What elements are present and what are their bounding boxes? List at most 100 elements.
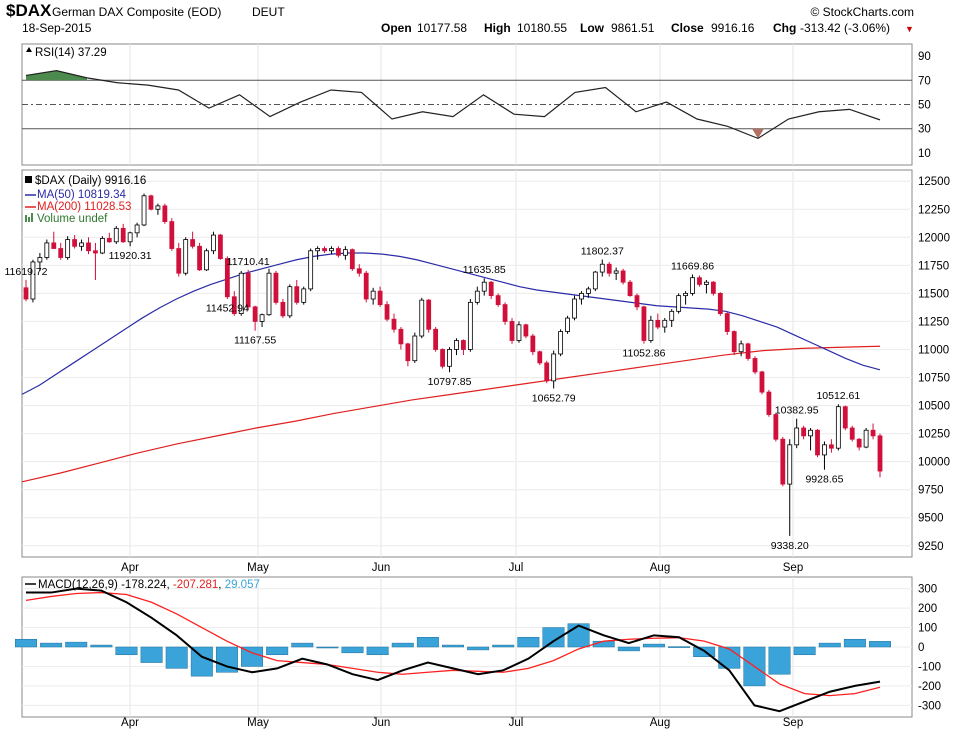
candle <box>599 259 605 277</box>
open-value: 10177.58 <box>417 21 467 35</box>
rsi-legend-text: RSI(14) 37.29 <box>35 47 107 59</box>
price-annotation: 10512.61 <box>816 390 860 402</box>
candle <box>488 281 494 299</box>
candle <box>79 239 84 251</box>
source-credit[interactable]: © StockCharts.com <box>810 5 914 19</box>
candle <box>405 342 411 367</box>
candle <box>474 286 480 305</box>
candle <box>162 203 168 224</box>
candle <box>440 348 445 369</box>
candle <box>419 297 425 339</box>
candle <box>495 293 501 307</box>
candle <box>627 279 633 297</box>
candle <box>766 389 772 417</box>
histogram-bar <box>793 646 816 656</box>
histogram-bar <box>215 646 238 673</box>
histogram-bar <box>15 638 37 648</box>
histogram-legend-value: 29.057 <box>225 579 260 591</box>
candle <box>336 246 341 258</box>
candle <box>870 423 876 440</box>
exchange-label: DEUT <box>252 5 285 19</box>
candle <box>391 313 397 333</box>
histogram-bar <box>366 646 389 656</box>
candle <box>634 293 640 311</box>
candle <box>99 236 105 255</box>
histogram-bar <box>90 644 113 648</box>
candle-icon <box>25 176 32 183</box>
candle <box>106 232 112 243</box>
candle <box>245 269 251 311</box>
candle <box>662 318 668 333</box>
price-annotation: 11920.31 <box>109 250 152 262</box>
macd-legend-text: MACD(12,26,9) -178.224, -207.281, 29.057 <box>38 579 260 591</box>
histogram-bar <box>266 646 289 656</box>
candle <box>287 284 293 319</box>
candle <box>183 237 189 276</box>
macd-tick-label: 300 <box>918 584 937 596</box>
candle <box>23 279 29 302</box>
price-tick-label: 11750 <box>918 260 949 272</box>
candle <box>127 231 133 247</box>
macd-tick-label: 0 <box>918 642 924 654</box>
histogram-bar <box>517 637 540 648</box>
candle <box>731 330 737 356</box>
price-annotation: 11619.72 <box>4 266 47 278</box>
histogram-bar <box>65 641 88 648</box>
macd-month-label: Apr <box>121 717 139 729</box>
macd-legend-name: MACD(12,26,9) <box>38 579 118 591</box>
candle <box>752 356 758 375</box>
candle <box>211 231 216 255</box>
candle <box>544 360 550 384</box>
close-value: 9916.16 <box>711 21 755 35</box>
candle <box>266 268 272 316</box>
histogram-bar <box>542 627 565 648</box>
candle <box>72 235 78 249</box>
candle <box>238 270 244 316</box>
candle <box>849 425 855 442</box>
price-annotation: 10652.79 <box>532 392 576 404</box>
candle <box>724 312 730 335</box>
macd-month-label: May <box>247 717 269 729</box>
candle <box>502 302 508 325</box>
candle <box>669 309 675 328</box>
candle <box>523 323 529 339</box>
candle <box>565 315 570 334</box>
candle <box>113 226 119 245</box>
candle <box>759 370 765 395</box>
candle <box>120 223 126 243</box>
histogram-bar <box>391 642 414 648</box>
macd-tick-label: -200 <box>918 681 941 693</box>
candle <box>356 264 362 277</box>
candle <box>176 242 182 277</box>
price-tick-label: 12000 <box>918 232 950 244</box>
open-label: Open <box>381 21 412 35</box>
histogram-bar <box>316 646 339 649</box>
candle <box>863 428 869 449</box>
histogram-bar <box>341 646 364 654</box>
price-annotation: 11710.41 <box>227 256 270 268</box>
candle <box>856 438 862 451</box>
ma50-legend-text: MA(50) 10819.34 <box>37 189 126 201</box>
price-tick-label: 11500 <box>918 288 949 300</box>
candle <box>828 439 834 453</box>
histogram-bar <box>115 646 138 656</box>
candle <box>93 242 98 281</box>
security-name: German DAX Composite (EOD) <box>52 5 221 19</box>
histogram-bar <box>843 638 866 648</box>
candle <box>710 281 716 296</box>
candle <box>745 342 751 361</box>
candle <box>613 267 619 280</box>
price-legend-text: $DAX (Daily) 9916.16 <box>35 175 146 187</box>
candle <box>780 436 786 487</box>
high-value: 10180.55 <box>517 21 567 35</box>
candle <box>842 405 848 431</box>
candle <box>648 315 654 343</box>
candle <box>738 340 744 357</box>
histogram-bar <box>416 637 439 648</box>
price-tick-label: 9250 <box>918 541 944 553</box>
candle <box>447 347 452 373</box>
candle <box>704 279 709 294</box>
candle <box>37 253 43 271</box>
price-tick-label: 11000 <box>918 344 949 356</box>
candle <box>620 268 626 285</box>
